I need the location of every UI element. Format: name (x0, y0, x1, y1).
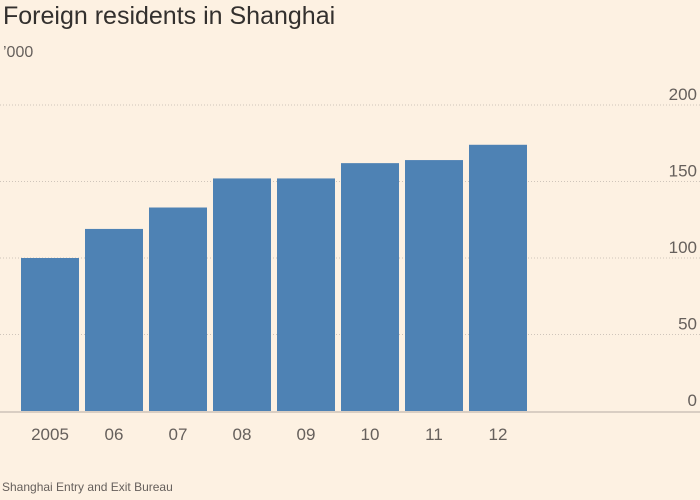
x-tick-label: 12 (489, 425, 508, 444)
y-tick-label: 200 (669, 85, 697, 104)
bar-11 (405, 160, 463, 411)
chart-title: Foreign residents in Shanghai (3, 2, 336, 30)
y-tick-label: 0 (688, 391, 697, 410)
y-tick-label: 100 (669, 238, 697, 257)
y-tick-label: 50 (678, 315, 697, 334)
bar-09 (277, 178, 335, 411)
x-tick-label: 11 (425, 425, 443, 444)
x-tick-label: 2005 (31, 425, 69, 444)
bar-08 (213, 178, 271, 411)
bar-2005 (21, 258, 79, 411)
x-tick-label: 10 (361, 425, 380, 444)
x-tick-label: 08 (233, 425, 252, 444)
y-tick-label: 150 (669, 162, 697, 181)
bar-12 (469, 144, 527, 411)
bar-07 (149, 207, 207, 411)
unit-label: ’000 (3, 44, 34, 61)
source-note: Shanghai Entry and Exit Bureau (2, 480, 173, 494)
bar-06 (85, 228, 143, 411)
x-tick-label: 07 (169, 425, 188, 444)
x-tick-label: 09 (297, 425, 316, 444)
x-tick-label: 06 (105, 425, 124, 444)
bar-10 (341, 163, 399, 411)
